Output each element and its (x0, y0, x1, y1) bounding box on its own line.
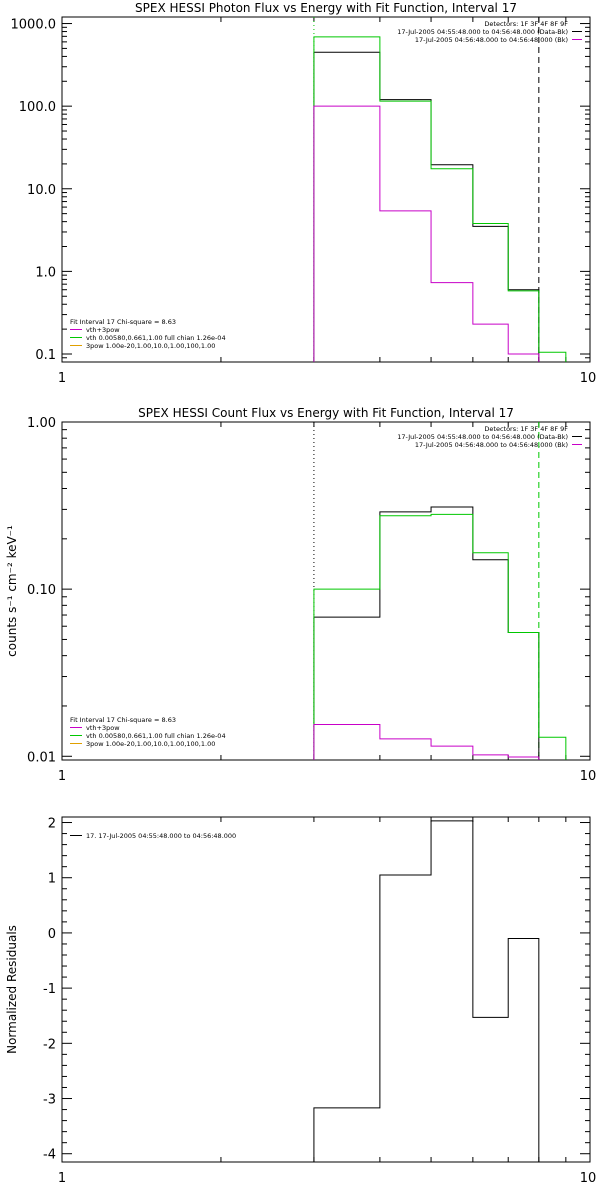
series-3-step (313, 723, 540, 760)
x-tick-label: 10 (580, 769, 597, 784)
legend-entry: 17-Jul-2005 04:56:48.000 to 04:56:48.000… (415, 441, 568, 449)
y-tick-label: 100.0 (19, 100, 56, 115)
legend-entry: vth+3pow (86, 724, 120, 732)
legend-entry: Detectors: 1F 3F 4F 8F 9F (484, 20, 568, 28)
series-1-step (313, 820, 540, 1162)
y-tick-label: 1.00 (27, 416, 56, 431)
x-tick-label: 10 (580, 1171, 597, 1186)
y-tick-label: -4 (43, 1148, 56, 1163)
legend-entry: Detectors: 1F 3F 4F 8F 9F (484, 425, 568, 433)
series-1-step (313, 506, 566, 761)
legend-entry: 17-Jul-2005 04:56:48.000 to 04:56:48.000… (415, 36, 568, 44)
y-axis-label: Normalized Residuals (5, 925, 19, 1054)
panel-2: SPEX HESSI Count Flux vs Energy with Fit… (5, 406, 596, 784)
panel-1: SPEX HESSI Photon Flux vs Energy with Fi… (11, 1, 597, 386)
legend-entry: 17-Jul-2005 04:55:48.000 to 04:56:48.000… (397, 28, 568, 36)
x-tick-label: 1 (58, 1171, 66, 1186)
series-1-step (313, 51, 540, 362)
y-tick-label: 0 (48, 927, 56, 942)
x-tick-label: 1 (58, 371, 66, 386)
y-tick-label: 0.01 (27, 750, 56, 765)
plot-frame (61, 816, 591, 1163)
panel-3: Normalized Residuals 1 10 -4 -3 -2 -1 0 1 2 17. 17… (5, 816, 597, 1186)
legend-entry: vth 0.00580,0.661,1.00 full chian 1.26e-… (86, 334, 226, 342)
y-axis-label: counts s⁻¹ cm⁻² keV⁻¹ (5, 525, 19, 657)
fit-summary: Fit Interval 17 Chi-square = 8.63 (70, 318, 176, 326)
y-tick-label: -3 (43, 1093, 56, 1108)
y-tick-label: 1.0 (35, 265, 56, 280)
plot-frame (61, 421, 591, 761)
y-tick-label: 1000.0 (11, 18, 57, 33)
legend-entry: vth+3pow (86, 326, 120, 334)
legend-entry: 3pow 1.00e-20,1.00,10.0,1.00,100,1.00 (86, 342, 215, 350)
y-tick-label: 10.0 (27, 183, 56, 198)
chart-title: SPEX HESSI Count Flux vs Energy with Fit… (138, 406, 514, 420)
y-tick-label: 1 (48, 872, 56, 887)
chart-title: SPEX HESSI Photon Flux vs Energy with Fi… (135, 1, 517, 15)
y-tick-label: -2 (43, 1037, 56, 1052)
y-tick-label: 0.10 (27, 583, 56, 598)
series-2-step (313, 36, 567, 362)
y-tick-label: -1 (43, 982, 56, 997)
legend-entry: 17. 17-Jul-2005 04:55:48.000 to 04:56:48… (86, 832, 236, 840)
x-tick-label: 10 (580, 371, 597, 386)
y-tick-label: 2 (48, 817, 56, 832)
legend-entry: 3pow 1.00e-20,1.00,10.0,1.00,100,1.00 (86, 740, 215, 748)
series-3-step (313, 105, 540, 362)
fit-summary: Fit Interval 17 Chi-square = 8.63 (70, 716, 176, 724)
y-tick-label: 0.1 (35, 348, 56, 363)
series-2-step (313, 513, 567, 760)
plot-frame (61, 16, 591, 363)
legend-entry: vth 0.00580,0.661,1.00 full chian 1.26e-… (86, 732, 226, 740)
legend-entry: 17-Jul-2005 04:55:48.000 to 04:56:48.000… (397, 433, 568, 441)
x-tick-label: 1 (58, 769, 66, 784)
